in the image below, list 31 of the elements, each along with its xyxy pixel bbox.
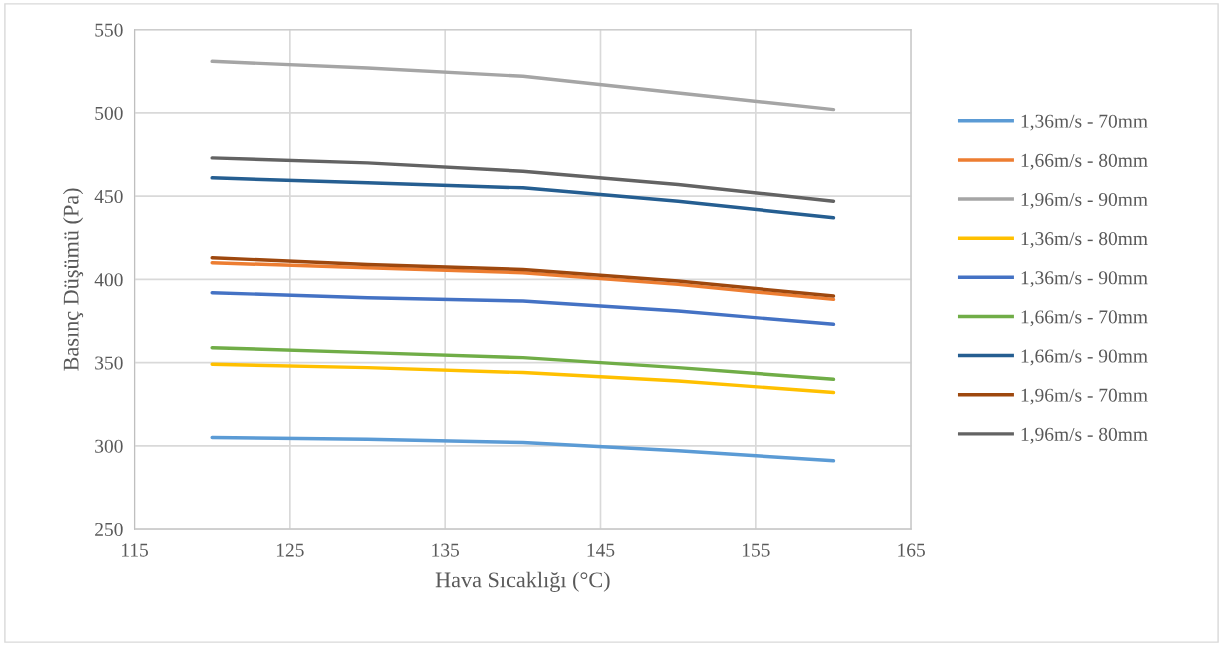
legend-label: 1,96m/s - 80mm xyxy=(1021,427,1148,444)
x-tick-label: 165 xyxy=(898,543,925,557)
legend-label: 1,36m/s - 90mm xyxy=(1021,271,1148,288)
y-tick-label: 300 xyxy=(95,439,123,453)
legend-label: 1,36m/s - 80mm xyxy=(1021,232,1148,248)
legend-label: 1,66m/s - 80mm xyxy=(1021,153,1148,170)
legend-label: 1,36m/s - 70mm xyxy=(1021,114,1148,131)
x-axis-title: Hava Sıcaklığı (°C) xyxy=(435,571,610,592)
y-tick-label: 350 xyxy=(95,356,123,370)
y-tick-label: 500 xyxy=(95,106,123,120)
y-tick-label: 250 xyxy=(95,522,123,537)
y-axis-title: Basınç Düşümü (Pa) xyxy=(62,188,84,371)
y-tick-label: 450 xyxy=(94,189,123,204)
x-tick-label: 125 xyxy=(276,543,304,557)
legend-label: 1,96m/s - 70mm xyxy=(1021,388,1148,405)
legend-label: 1,66m/s - 70mm xyxy=(1021,310,1148,327)
x-tick-label: 145 xyxy=(587,543,615,557)
x-tick-label: 135 xyxy=(432,543,459,557)
line-series xyxy=(210,435,836,463)
y-tick-label: 550 xyxy=(95,23,123,37)
line-series xyxy=(210,290,836,327)
legend-label: 1,66m/s - 90mm xyxy=(1021,349,1148,366)
line-series xyxy=(210,156,836,203)
legend-label: 1,96m/s - 90mm xyxy=(1021,192,1148,209)
line-series xyxy=(210,362,836,395)
line-series xyxy=(210,345,836,382)
line-series xyxy=(210,59,836,112)
line-series xyxy=(210,176,836,220)
y-tick-label: 400 xyxy=(94,273,123,287)
x-tick-label: 155 xyxy=(742,543,770,557)
x-tick-label: 115 xyxy=(122,543,148,557)
